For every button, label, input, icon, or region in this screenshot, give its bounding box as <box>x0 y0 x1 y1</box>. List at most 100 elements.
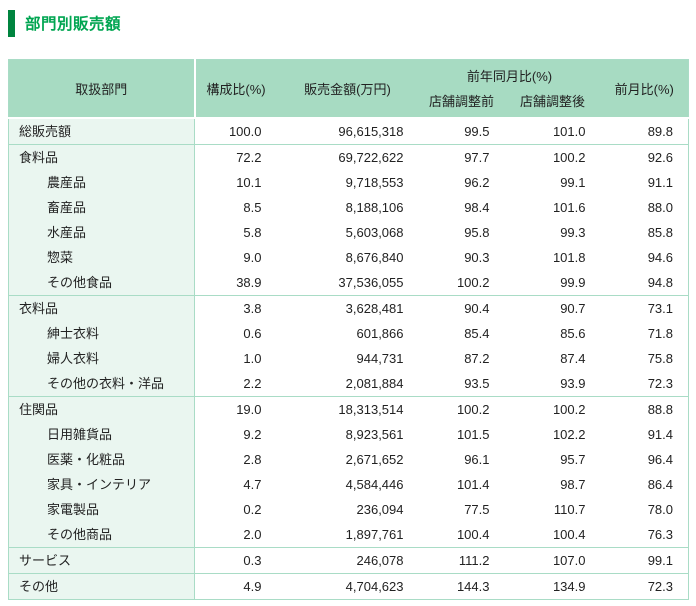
yoy-after-value: 100.2 <box>504 396 601 422</box>
yoy-before-value: 96.1 <box>418 447 505 472</box>
sales-amount-value: 3,628,481 <box>276 295 419 321</box>
table-body: 総販売額 100.0 96,615,318 99.5 101.0 89.8 食料品 72.2 6… <box>8 118 689 600</box>
mom-value: 78.0 <box>600 497 689 522</box>
table-row: その他の衣料・洋品 2.2 2,081,884 93.5 93.9 72.3 <box>8 371 689 397</box>
composition-value: 0.6 <box>194 321 277 346</box>
composition-value: 4.9 <box>194 573 277 600</box>
department-label: その他の衣料・洋品 <box>8 371 195 397</box>
composition-value: 0.2 <box>194 497 277 522</box>
table-row: その他商品 2.0 1,897,761 100.4 100.4 76.3 <box>8 522 689 548</box>
department-label: 紳士衣料 <box>8 321 195 346</box>
department-label: その他食品 <box>8 270 195 296</box>
composition-value: 9.2 <box>194 422 277 447</box>
department-label: 農産品 <box>8 170 195 195</box>
header-yoy-group: 前年同月比(%) <box>418 59 601 88</box>
composition-value: 72.2 <box>194 144 277 170</box>
department-label: 畜産品 <box>8 195 195 220</box>
table-row: 衣料品 3.8 3,628,481 90.4 90.7 73.1 <box>8 295 689 321</box>
yoy-before-value: 95.8 <box>418 220 505 245</box>
yoy-before-value: 99.5 <box>418 118 505 145</box>
department-label: 住関品 <box>8 396 195 422</box>
sales-amount-value: 4,584,446 <box>276 472 419 497</box>
yoy-before-value: 98.4 <box>418 195 505 220</box>
yoy-before-value: 77.5 <box>418 497 505 522</box>
department-label: 家電製品 <box>8 497 195 522</box>
composition-value: 5.8 <box>194 220 277 245</box>
table-row: 農産品 10.1 9,718,553 96.2 99.1 91.1 <box>8 170 689 195</box>
yoy-after-value: 99.1 <box>504 170 601 195</box>
yoy-before-value: 101.4 <box>418 472 505 497</box>
composition-value: 10.1 <box>194 170 277 195</box>
sales-amount-value: 8,923,561 <box>276 422 419 447</box>
sales-amount-value: 601,866 <box>276 321 419 346</box>
table-row: 家電製品 0.2 236,094 77.5 110.7 78.0 <box>8 497 689 522</box>
yoy-before-value: 101.5 <box>418 422 505 447</box>
yoy-after-value: 134.9 <box>504 573 601 600</box>
mom-value: 99.1 <box>600 547 689 574</box>
yoy-after-value: 107.0 <box>504 547 601 574</box>
table-row: 総販売額 100.0 96,615,318 99.5 101.0 89.8 <box>8 118 689 145</box>
yoy-before-value: 96.2 <box>418 170 505 195</box>
sales-amount-value: 8,676,840 <box>276 245 419 270</box>
header-department: 取扱部門 <box>8 59 196 119</box>
mom-value: 73.1 <box>600 295 689 321</box>
sales-amount-value: 4,704,623 <box>276 573 419 600</box>
mom-value: 88.0 <box>600 195 689 220</box>
page-title-block: 部門別販売額 <box>8 9 688 37</box>
yoy-after-value: 95.7 <box>504 447 601 472</box>
department-label: 衣料品 <box>8 295 195 321</box>
sales-amount-value: 8,188,106 <box>276 195 419 220</box>
mom-value: 96.4 <box>600 447 689 472</box>
mom-value: 72.3 <box>600 573 689 600</box>
table-row: サービス 0.3 246,078 111.2 107.0 99.1 <box>8 547 689 574</box>
table-row: 畜産品 8.5 8,188,106 98.4 101.6 88.0 <box>8 195 689 220</box>
table-row: 住関品 19.0 18,313,514 100.2 100.2 88.8 <box>8 396 689 422</box>
sales-amount-value: 9,718,553 <box>276 170 419 195</box>
mom-value: 94.8 <box>600 270 689 296</box>
yoy-before-value: 100.2 <box>418 270 505 296</box>
yoy-before-value: 111.2 <box>418 547 505 574</box>
department-label: その他 <box>8 573 195 600</box>
yoy-after-value: 101.6 <box>504 195 601 220</box>
department-label: 家具・インテリア <box>8 472 195 497</box>
sales-amount-value: 2,671,652 <box>276 447 419 472</box>
yoy-after-value: 90.7 <box>504 295 601 321</box>
yoy-after-value: 98.7 <box>504 472 601 497</box>
table-row: 日用雑貨品 9.2 8,923,561 101.5 102.2 91.4 <box>8 422 689 447</box>
department-label: サービス <box>8 547 195 574</box>
yoy-after-value: 99.9 <box>504 270 601 296</box>
mom-value: 76.3 <box>600 522 689 548</box>
table-row: 婦人衣料 1.0 944,731 87.2 87.4 75.8 <box>8 346 689 371</box>
sales-amount-value: 5,603,068 <box>276 220 419 245</box>
department-label: 婦人衣料 <box>8 346 195 371</box>
composition-value: 1.0 <box>194 346 277 371</box>
yoy-before-value: 90.3 <box>418 245 505 270</box>
yoy-after-value: 101.0 <box>504 118 601 145</box>
composition-value: 4.7 <box>194 472 277 497</box>
yoy-after-value: 100.4 <box>504 522 601 548</box>
mom-value: 88.8 <box>600 396 689 422</box>
mom-value: 72.3 <box>600 371 689 397</box>
yoy-before-value: 90.4 <box>418 295 505 321</box>
department-label: 総販売額 <box>8 118 195 145</box>
composition-value: 19.0 <box>194 396 277 422</box>
mom-value: 94.6 <box>600 245 689 270</box>
sales-amount-value: 37,536,055 <box>276 270 419 296</box>
mom-value: 71.8 <box>600 321 689 346</box>
yoy-before-value: 97.7 <box>418 144 505 170</box>
yoy-after-value: 99.3 <box>504 220 601 245</box>
composition-value: 2.2 <box>194 371 277 397</box>
yoy-after-value: 85.6 <box>504 321 601 346</box>
mom-value: 92.6 <box>600 144 689 170</box>
header-mom: 前月比(%) <box>600 59 689 119</box>
table-row: その他 4.9 4,704,623 144.3 134.9 72.3 <box>8 573 689 600</box>
mom-value: 91.1 <box>600 170 689 195</box>
header-sales-amount: 販売金額(万円) <box>276 59 419 119</box>
table-row: 紳士衣料 0.6 601,866 85.4 85.6 71.8 <box>8 321 689 346</box>
mom-value: 85.8 <box>600 220 689 245</box>
yoy-after-value: 93.9 <box>504 371 601 397</box>
department-label: 医薬・化粧品 <box>8 447 195 472</box>
sales-amount-value: 2,081,884 <box>276 371 419 397</box>
yoy-before-value: 100.4 <box>418 522 505 548</box>
sales-by-department-table: 取扱部門 構成比(%) 販売金額(万円) 前年同月比(%) 前月比(%) 店舗調… <box>8 59 689 600</box>
